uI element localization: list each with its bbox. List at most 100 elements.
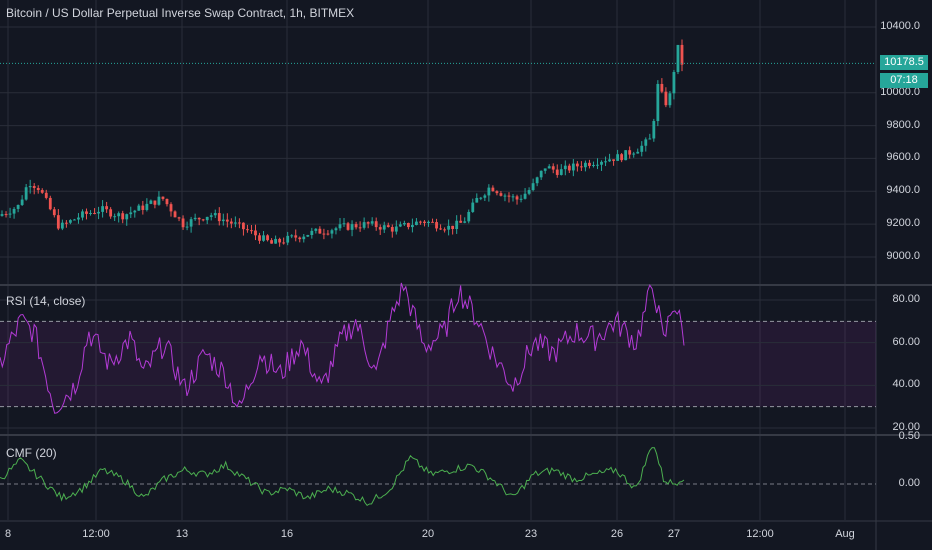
candle-body — [97, 211, 100, 214]
candle-body — [338, 224, 342, 229]
candle-body — [604, 161, 607, 163]
candle-body — [290, 235, 294, 237]
candle-body — [137, 205, 141, 211]
candle-body — [286, 235, 290, 243]
candle-body — [250, 230, 253, 232]
candle-body — [77, 217, 80, 220]
candle-body — [20, 199, 24, 205]
candle-body — [60, 222, 64, 229]
candle-body — [254, 230, 257, 236]
candle-body — [579, 166, 583, 168]
candle-body — [197, 217, 201, 220]
time-axis-label: Aug — [835, 528, 855, 540]
candle-body — [527, 190, 531, 194]
candle-body — [169, 204, 173, 212]
candle-body — [535, 177, 539, 184]
candle-body — [531, 183, 535, 191]
candle-body — [354, 224, 358, 228]
candle-body — [81, 211, 84, 218]
candle-body — [668, 93, 672, 106]
candle-body — [294, 235, 298, 238]
candle-body — [406, 222, 410, 228]
candle-body — [350, 224, 354, 230]
cmf-axis-label: 0.50 — [898, 430, 920, 442]
candle-body — [358, 227, 362, 229]
candle-body — [636, 151, 640, 154]
candle-body — [93, 212, 96, 214]
time-axis-label: 23 — [524, 528, 538, 540]
candle-body — [596, 164, 599, 166]
candle-body — [503, 195, 507, 197]
candle-body — [89, 212, 92, 214]
candle-body — [539, 170, 543, 178]
rsi-axis-label: 80.00 — [892, 293, 920, 305]
rsi-pane-label: RSI (14, close) — [6, 294, 86, 308]
candle-body — [149, 200, 153, 204]
candle-body — [105, 206, 109, 210]
candle-body — [12, 208, 16, 214]
candle-body — [394, 226, 398, 232]
candle-body — [555, 169, 559, 175]
candle-body — [153, 200, 157, 205]
candle-body — [515, 196, 519, 200]
candle-body — [101, 206, 105, 212]
candle-body — [479, 197, 483, 199]
candle-body — [334, 228, 338, 231]
candle-body — [411, 225, 414, 228]
candle-body — [616, 154, 620, 161]
candle-body — [32, 186, 36, 189]
candle-body — [0, 214, 4, 216]
time-axis-label: 27 — [667, 528, 681, 540]
rsi-axis-label: 20.00 — [892, 421, 920, 433]
candle-body — [246, 229, 249, 231]
candle-body — [209, 215, 213, 217]
candle-body — [310, 230, 314, 236]
candle-body — [423, 221, 426, 224]
candle-body — [660, 83, 664, 92]
candle-body — [121, 213, 125, 220]
candle-body — [455, 220, 459, 230]
candle-body — [459, 220, 463, 223]
candle-body — [483, 195, 487, 198]
candle-body — [620, 154, 624, 161]
candle-body — [567, 165, 571, 171]
candle-body — [523, 193, 527, 199]
candle-body — [648, 138, 652, 140]
candle-body — [133, 210, 137, 213]
time-axis-label: 20 — [421, 528, 435, 540]
candle-body — [632, 153, 636, 155]
candle-body — [237, 222, 241, 224]
last-price-tag: 10178.5 — [880, 55, 928, 70]
candle-body — [664, 91, 668, 106]
candle-body — [672, 71, 676, 94]
candle-body — [467, 211, 471, 222]
candle-body — [378, 227, 382, 230]
candle-body — [8, 213, 12, 215]
candle-body — [278, 238, 282, 243]
candle-body — [346, 223, 350, 230]
candle-body — [419, 221, 422, 223]
candle-body — [571, 163, 575, 171]
candle-body — [374, 221, 378, 228]
candle-body — [386, 225, 390, 228]
candle-body — [270, 240, 273, 244]
candle-body — [109, 209, 113, 217]
candle-body — [588, 162, 591, 166]
time-axis-label: 13 — [175, 528, 189, 540]
candle-body — [56, 215, 60, 229]
candle-body — [366, 222, 370, 224]
price-axis-label: 9000.0 — [886, 250, 920, 262]
price-axis-label: 9800.0 — [886, 118, 920, 131]
candle-body — [656, 83, 660, 122]
candle-body — [125, 214, 129, 220]
candle-body — [266, 235, 269, 241]
candle-body — [584, 162, 587, 168]
candle-body — [447, 225, 451, 230]
candle-body — [575, 163, 579, 167]
candle-body — [40, 190, 44, 193]
candle-body — [48, 197, 52, 210]
candle-body — [644, 139, 648, 146]
candle-body — [326, 233, 330, 235]
candle-body — [161, 196, 165, 199]
